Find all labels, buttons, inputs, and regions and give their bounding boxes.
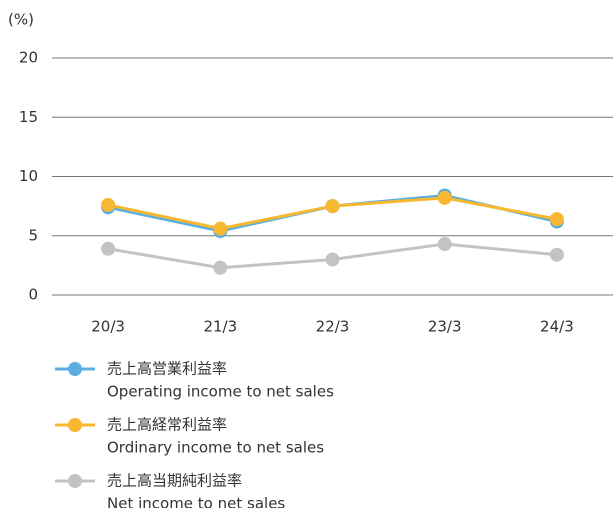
legend-marker: [68, 418, 82, 432]
x-tick-label: 20/3: [91, 318, 125, 336]
legend-label-en: Operating income to net sales: [107, 383, 334, 401]
legend-marker: [68, 474, 82, 488]
data-point: [549, 247, 564, 262]
legend-label: 売上高営業利益率: [107, 360, 227, 378]
data-point: [437, 237, 452, 252]
x-tick-label: 23/3: [428, 318, 462, 336]
y-tick-label: 0: [28, 286, 38, 304]
data-point: [549, 212, 564, 227]
y-tick-label: 20: [19, 49, 38, 67]
x-tick-label: 24/3: [540, 318, 574, 336]
legend-label: 売上高経常利益率: [107, 416, 227, 434]
legend-label: 売上高当期純利益率: [107, 472, 242, 490]
legend-marker: [68, 362, 82, 376]
x-tick-label: 21/3: [203, 318, 237, 336]
data-point: [101, 197, 116, 212]
data-point: [325, 199, 340, 214]
data-point: [325, 252, 340, 267]
x-tick-label: 22/3: [316, 318, 350, 336]
y-tick-label: 10: [19, 167, 38, 185]
legend-label-en: Net income to net sales: [107, 495, 285, 508]
data-point: [101, 241, 116, 256]
y-tick-label: 5: [28, 226, 38, 244]
data-point: [213, 260, 228, 275]
y-unit-label: (%): [8, 11, 34, 29]
y-tick-label: 15: [19, 108, 38, 126]
legend-label-en: Ordinary income to net sales: [107, 439, 324, 457]
data-point: [437, 190, 452, 205]
data-point: [213, 221, 228, 236]
